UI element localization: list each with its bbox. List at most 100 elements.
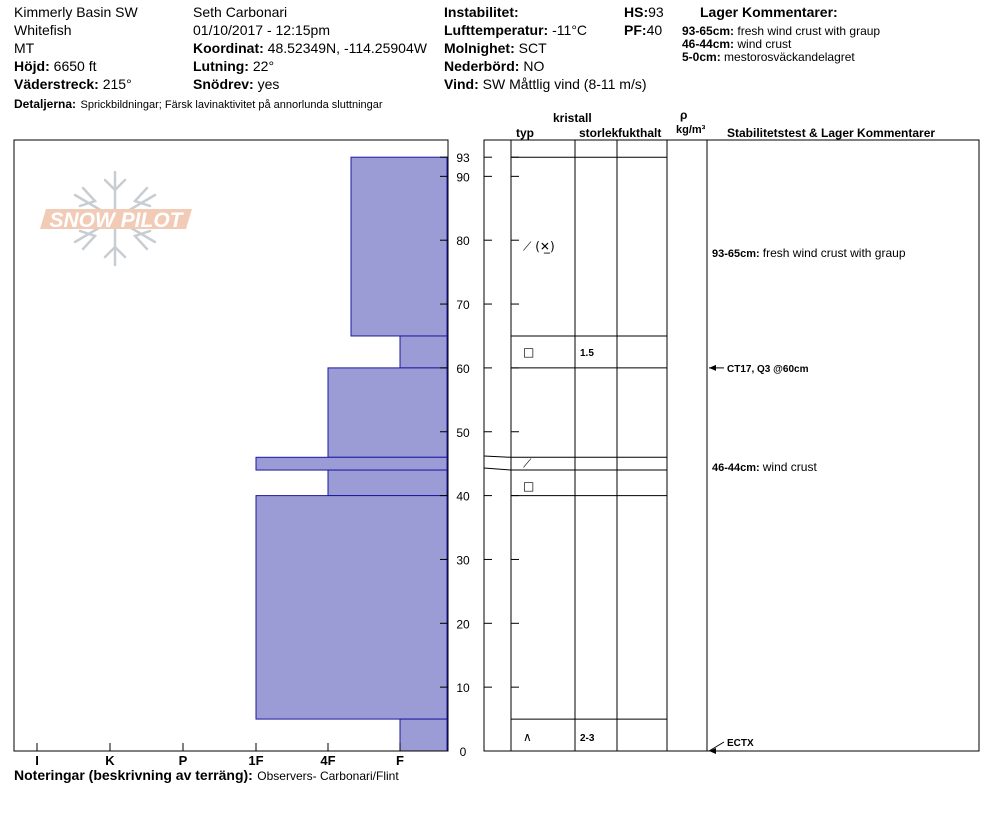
layer-comments-title: Lager Kommentarer: bbox=[700, 4, 838, 20]
hardness-layer bbox=[327, 469, 448, 497]
stability-comment: 46-44cm: wind crust bbox=[712, 460, 817, 474]
wind-label: Vind: bbox=[444, 76, 479, 92]
elevation-value: 6650 ft bbox=[53, 58, 97, 74]
depth-tick-label: 10 bbox=[456, 681, 470, 695]
column-density-unit: kg/m³ bbox=[676, 124, 706, 136]
depth-tick-label: 80 bbox=[456, 234, 470, 248]
hardness-layer bbox=[350, 156, 448, 337]
terrain-notes-label: Noteringar (beskrivning av terräng): bbox=[14, 767, 253, 783]
column-type: typ bbox=[516, 126, 534, 140]
terrain-notes: Noteringar (beskrivning av terräng): Obs… bbox=[14, 767, 399, 785]
coordinate-label: Koordinat: bbox=[193, 40, 264, 56]
foot-penetration-value: 40 bbox=[646, 22, 663, 38]
aspect-label: Väderstreck: bbox=[14, 76, 99, 92]
hardness-tick-label: F bbox=[396, 753, 404, 768]
precipitation-value: NO bbox=[523, 58, 545, 74]
aspect: Väderstreck: 215° bbox=[14, 76, 132, 93]
grain-type-symbol: ∧ bbox=[523, 730, 532, 744]
layer-comment-range: 93-65cm: bbox=[682, 24, 735, 38]
stability-test-label: CT17, Q3 @60cm bbox=[727, 364, 809, 375]
depth-tick-label: 90 bbox=[456, 170, 470, 184]
layer-comment-range: 46-44cm: bbox=[682, 37, 735, 51]
wind-value: SW Måttlig vind (8-11 m/s) bbox=[482, 76, 647, 92]
state-name: MT bbox=[14, 40, 35, 56]
logo-text: SNOW PILOT bbox=[50, 209, 185, 232]
wind-loading-value: yes bbox=[257, 76, 280, 92]
column-crystal: kristall bbox=[553, 111, 592, 125]
test-pointer-arrowhead bbox=[709, 364, 716, 371]
depth-tick-label: 60 bbox=[456, 362, 470, 376]
instability: Instabilitet: bbox=[444, 4, 519, 21]
hardness-tick-label: 4F bbox=[320, 753, 335, 768]
details-value: Sprickbildningar; Färsk lavinaktivitet p… bbox=[80, 99, 383, 111]
layer-comment-text: mestorosväckandelagret bbox=[724, 50, 855, 64]
layer-comment-range: 5-0cm: bbox=[682, 50, 721, 64]
hardness-layer bbox=[399, 335, 448, 369]
hardness-tick-label: K bbox=[105, 753, 115, 768]
precipitation-label: Nederbörd: bbox=[444, 58, 520, 74]
test-pointer bbox=[708, 741, 725, 752]
stability-comment: 93-65cm: fresh wind crust with graup bbox=[712, 246, 906, 260]
grain-size-value: 1.5 bbox=[580, 348, 594, 359]
snow-height-value: 93 bbox=[648, 4, 664, 20]
sky-cover-value: SCT bbox=[518, 40, 547, 56]
test-pointer-arrowhead bbox=[709, 748, 716, 754]
depth-tick-label: 50 bbox=[456, 426, 470, 440]
grain-type-symbol: □ bbox=[523, 479, 534, 493]
depth-tick-label: 30 bbox=[456, 553, 470, 567]
terrain-notes-value: Observers- Carbonari/Flint bbox=[257, 769, 399, 783]
details: Detaljerna: Sprickbildningar; Färsk lavi… bbox=[14, 95, 383, 113]
hardness-tick-label: P bbox=[179, 753, 188, 768]
coordinate: Koordinat: 48.52349N, -114.25904W bbox=[193, 40, 427, 57]
column-moisture: fukthalt bbox=[618, 126, 662, 140]
slope-value: 22° bbox=[252, 58, 275, 74]
column-stability: Stabilitetstest & Lager Kommentarer bbox=[727, 126, 936, 140]
layer-comment-text: fresh wind crust with graup bbox=[737, 24, 881, 38]
grain-type-symbol: □ bbox=[523, 345, 534, 359]
depth-tick-label: 40 bbox=[456, 490, 470, 504]
hardness-tick-label: I bbox=[35, 753, 39, 768]
depth-tick-label: 0 bbox=[460, 745, 467, 759]
hardness-layer bbox=[399, 718, 448, 752]
air-temperature: Lufttemperatur: -11°C bbox=[444, 22, 587, 39]
layer-comment-text: wind crust bbox=[737, 37, 792, 51]
hardness-layer bbox=[327, 367, 448, 458]
region-name: Whitefish bbox=[14, 22, 72, 38]
coordinate-value: 48.52349N, -114.25904W bbox=[267, 40, 427, 56]
grain-size-value: 2-3 bbox=[580, 733, 595, 744]
snowpilot-logo: SNOW PILOT bbox=[40, 170, 192, 267]
depth-tick-label: 20 bbox=[456, 617, 470, 631]
layer-connector bbox=[483, 467, 512, 471]
depth-tick-label: 70 bbox=[456, 298, 470, 312]
hardness-tick-label: 1F bbox=[248, 753, 263, 768]
layer-comment-1: 93-65cm: fresh wind crust with graup bbox=[682, 24, 880, 38]
slope-label: Lutning: bbox=[193, 58, 249, 74]
elevation-label: Höjd: bbox=[14, 58, 50, 74]
layer-comment-3: 5-0cm: mestorosväckandelagret bbox=[682, 50, 855, 64]
grain-type-symbol: ⟋ bbox=[523, 457, 532, 471]
column-rho: ρ bbox=[680, 108, 688, 122]
stability-test-label: ECTX bbox=[727, 738, 754, 749]
elevation: Höjd: 6650 ft bbox=[14, 58, 96, 75]
details-label: Detaljerna: bbox=[14, 97, 77, 111]
instability-label: Instabilitet: bbox=[444, 4, 519, 20]
observation-datetime: 01/10/2017 - 12:15pm bbox=[193, 22, 330, 38]
depth-tick-label: 93 bbox=[456, 151, 470, 165]
hardness-layer bbox=[255, 456, 448, 471]
foot-penetration: PF:40 bbox=[624, 22, 662, 39]
hardness-plot-frame bbox=[13, 139, 449, 752]
air-temperature-label: Lufttemperatur: bbox=[444, 22, 549, 38]
logo-banner bbox=[40, 209, 192, 229]
snow-height: HS:93 bbox=[624, 4, 664, 21]
wind-loading-label: Snödrev: bbox=[193, 76, 254, 92]
grain-table-frame bbox=[483, 139, 980, 752]
sky-cover: Molnighet: SCT bbox=[444, 40, 547, 57]
hardness-layer bbox=[255, 495, 448, 720]
precipitation: Nederbörd: NO bbox=[444, 58, 544, 75]
location-name: Kimmerly Basin SW bbox=[14, 4, 138, 20]
wind-loading: Snödrev: yes bbox=[193, 76, 279, 93]
layer-comment-2: 46-44cm: wind crust bbox=[682, 37, 791, 51]
foot-penetration-label: PF: bbox=[624, 22, 647, 38]
wind: Vind: SW Måttlig vind (8-11 m/s) bbox=[444, 76, 647, 93]
